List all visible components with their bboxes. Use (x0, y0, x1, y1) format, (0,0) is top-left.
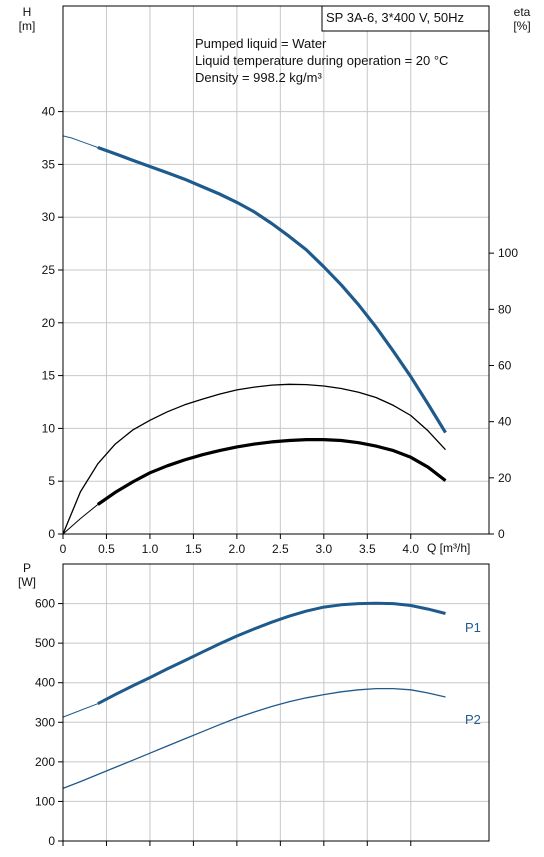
eta-thick-extension-line (62, 504, 99, 535)
head-axis-ticks: 0 5 10 15 20 25 30 35 40 (42, 105, 63, 541)
head-tick-label: 25 (42, 263, 56, 277)
eta-axis-name: eta (514, 5, 531, 19)
eta-axis-ticks: 0 20 40 60 80 100 (489, 246, 518, 541)
head-axis-name: H (23, 5, 32, 19)
eta-tick-label: 80 (498, 302, 512, 316)
power-tick-label: 500 (35, 636, 55, 650)
chart-title: SP 3A-6, 3*400 V, 50Hz (326, 10, 464, 25)
eta-thick-curve (96, 438, 447, 506)
power-tick-label: 600 (35, 597, 55, 611)
head-axis-unit: [m] (19, 19, 36, 33)
P2-curve (62, 687, 446, 790)
power-chart-horizontal-grid (63, 603, 489, 802)
eta-tick-label: 60 (498, 358, 512, 372)
q-axis-label: Q [m³/h] (427, 541, 470, 555)
q-tick-label: 4.0 (402, 542, 419, 556)
power-chart: 0 100 200 300 400 500 600 P1 P2 P [W] (18, 561, 490, 848)
head-tick-label: 15 (42, 369, 56, 383)
q-tick-label: 1.0 (142, 542, 159, 556)
power-tick-label: 200 (35, 755, 55, 769)
head-curve (97, 145, 447, 434)
P1-extension-line (62, 703, 98, 718)
head-extension-line (62, 135, 98, 148)
power-tick-label: 0 (48, 834, 55, 848)
chart-title-box (321, 5, 490, 32)
eta-tick-label: 20 (498, 471, 512, 485)
power-tick-label: 300 (35, 715, 55, 729)
P1-label: P1 (465, 620, 481, 635)
q-tick-label: 3.5 (359, 542, 376, 556)
head-tick-label: 30 (42, 210, 56, 224)
head-tick-label: 35 (42, 157, 56, 171)
power-chart-frame (62, 563, 490, 842)
power-tick-label: 100 (35, 794, 55, 808)
eta-axis-unit: [%] (513, 19, 530, 33)
P1-curve (97, 601, 446, 706)
head-tick-label: 5 (48, 474, 55, 488)
q-tick-label: 0 (60, 542, 67, 556)
q-tick-label: 2.0 (229, 542, 246, 556)
q-tick-label: 2.5 (272, 542, 289, 556)
head-tick-label: 0 (48, 527, 55, 541)
q-tick-label: 3.0 (315, 542, 332, 556)
power-axis-ticks: 0 100 200 300 400 500 600 (35, 597, 63, 848)
power-chart-background (63, 564, 489, 841)
q-axis-ticks: 0 0.5 1.0 1.5 2.0 2.5 3.0 3.5 4.0 (60, 534, 419, 846)
info-line-liquid: Pumped liquid = Water (195, 36, 327, 51)
power-axis-name: P (23, 561, 31, 575)
power-tick-label: 400 (35, 676, 55, 690)
info-line-temperature: Liquid temperature during operation = 20… (195, 53, 448, 68)
q-tick-label: 0.5 (98, 542, 115, 556)
head-tick-label: 40 (42, 105, 56, 119)
P2-label: P2 (465, 712, 481, 727)
eta-thin-curve (62, 383, 446, 535)
info-line-density: Density = 998.2 kg/m³ (195, 70, 322, 85)
eta-tick-label: 100 (498, 246, 518, 260)
head-tick-label: 20 (42, 316, 56, 330)
head-tick-label: 10 (42, 421, 56, 435)
power-series-labels: P1 P2 (465, 620, 481, 727)
eta-tick-label: 0 (498, 527, 505, 541)
head-efficiency-chart: 0 5 10 15 20 25 30 35 40 0 20 40 60 80 100 0 0.5 1.0 1.5… (19, 5, 531, 846)
q-tick-label: 1.5 (185, 542, 202, 556)
power-chart-series (62, 601, 446, 790)
power-axis-unit: [W] (18, 575, 36, 589)
power-chart-vertical-grid (105, 564, 412, 841)
eta-tick-label: 40 (498, 415, 512, 429)
head-chart-series (62, 135, 447, 535)
